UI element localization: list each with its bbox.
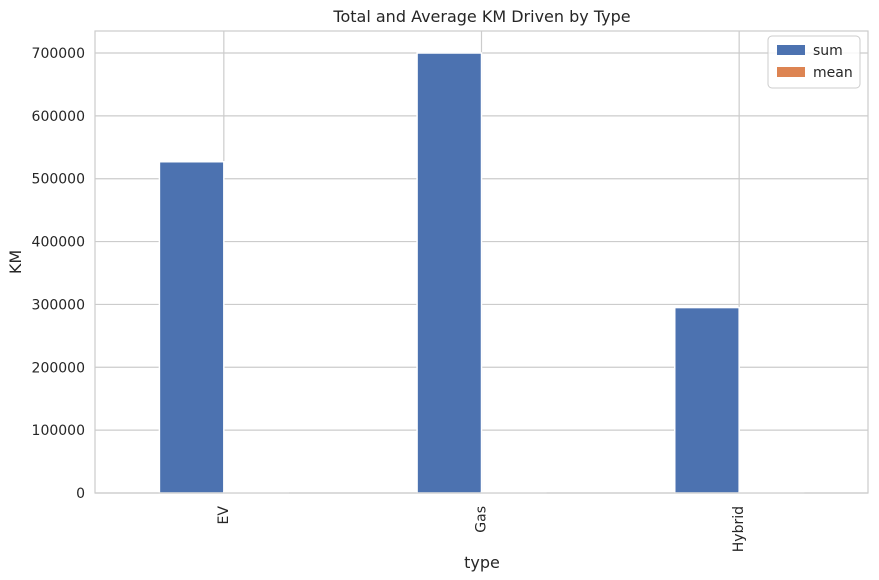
x-tick-label: Gas — [474, 506, 490, 533]
y-tick-label: 400000 — [32, 235, 85, 251]
bar-sum-hybrid — [674, 306, 740, 494]
plot-frame — [94, 30, 869, 494]
y-tick-label: 500000 — [32, 172, 85, 188]
x-axis-title: type — [464, 553, 500, 572]
legend-label-sum: sum — [813, 43, 843, 59]
y-tick-label: 700000 — [32, 46, 85, 62]
x-tick-label: Hybrid — [731, 506, 747, 552]
legend: sum mean — [767, 35, 861, 89]
legend-label-mean: mean — [813, 65, 853, 81]
y-tick-label: 200000 — [32, 360, 85, 376]
legend-swatch-sum — [777, 45, 805, 55]
x-tick-labels: EV Gas Hybrid — [216, 506, 747, 553]
y-tick-label: 300000 — [32, 297, 85, 313]
y-tick-label: 100000 — [32, 423, 85, 439]
x-tick-label: EV — [216, 506, 232, 525]
y-tick-label: 0 — [76, 486, 85, 502]
bar-sum-ev — [158, 160, 225, 494]
chart-title: Total and Average KM Driven by Type — [332, 7, 630, 26]
y-axis-title: KM — [6, 250, 25, 274]
bar-sum-gas — [416, 52, 483, 494]
y-tick-labels: 0 100000 200000 300000 400000 500000 600000 700… — [32, 46, 85, 502]
legend-swatch-mean — [777, 67, 805, 77]
y-tick-label: 600000 — [32, 109, 85, 125]
bars — [158, 52, 805, 494]
